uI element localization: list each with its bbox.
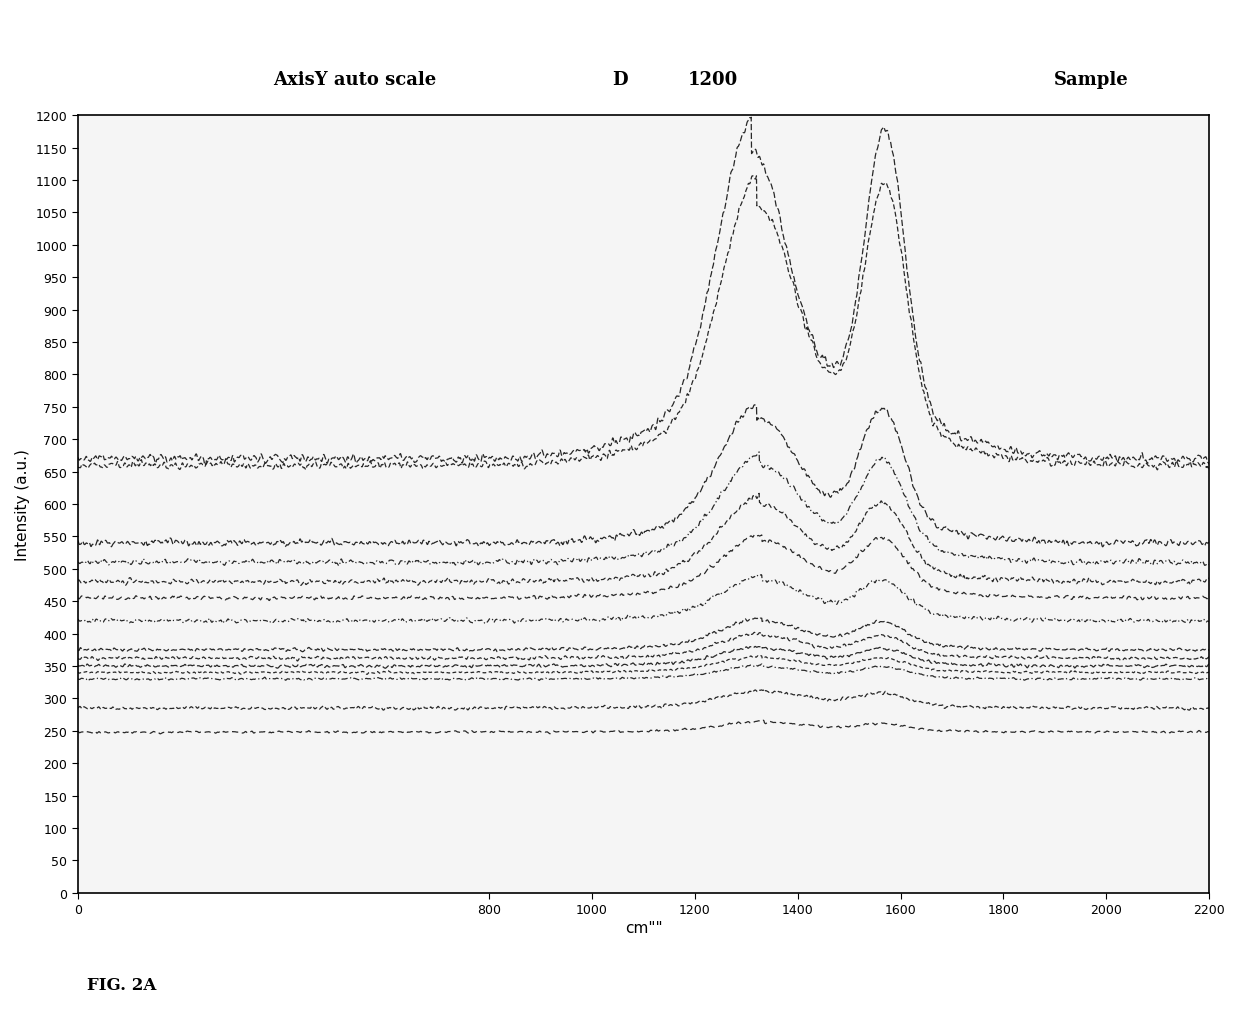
Text: AxisY auto scale: AxisY auto scale [273, 71, 436, 89]
Text: FIG. 2A: FIG. 2A [87, 976, 156, 993]
Text: Sample: Sample [1054, 71, 1128, 89]
Text: 1200: 1200 [688, 71, 738, 89]
Text: D: D [613, 71, 627, 89]
Y-axis label: Intensity (a.u.): Intensity (a.u.) [15, 449, 30, 560]
X-axis label: cm"": cm"" [625, 920, 662, 935]
